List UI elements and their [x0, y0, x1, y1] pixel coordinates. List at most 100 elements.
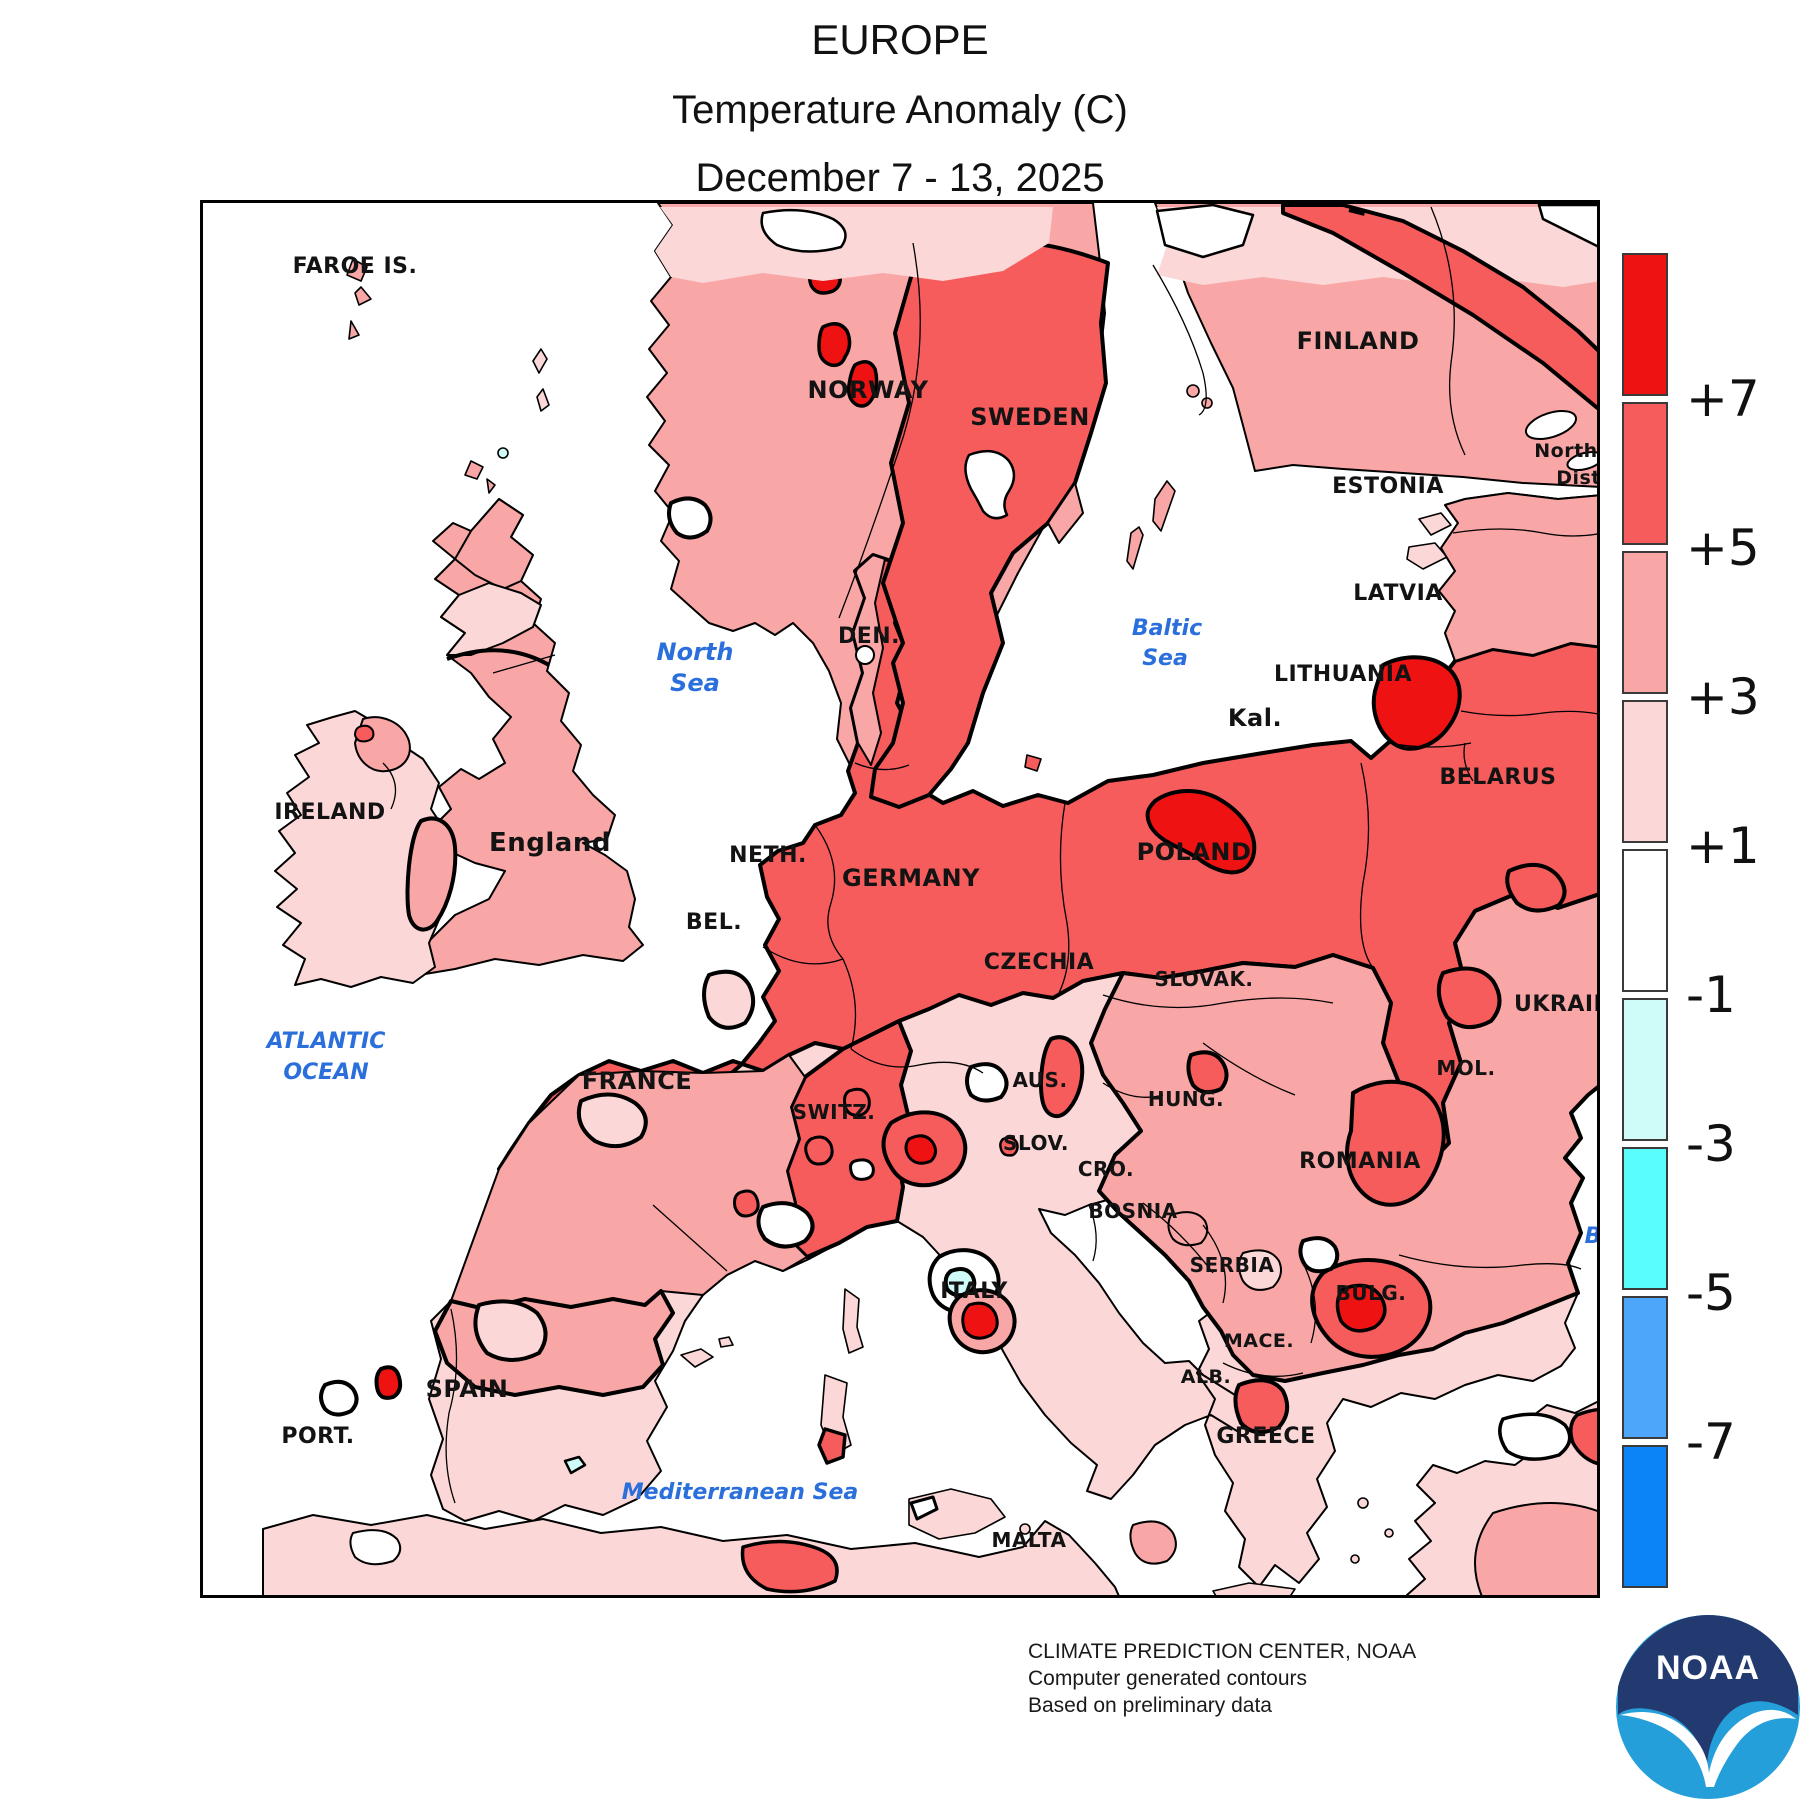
map-label-poland: POLAND: [1137, 838, 1252, 866]
shetland-islands: [532, 348, 550, 412]
pocket-pale-ne-france: [702, 969, 756, 1030]
balearic-islands: [680, 1336, 734, 1368]
map-label-ukraine: UKRAINE: [1514, 992, 1600, 1017]
attribution-method: Computer generated contours: [1028, 1667, 1307, 1690]
spot-plus5-romania: [1345, 1079, 1446, 1207]
map-title: EUROPE: [811, 16, 989, 63]
spot-plus3-tunisia: [1129, 1520, 1177, 1565]
anomaly-regions: [319, 203, 1597, 1595]
legend-tick--7: -7: [1686, 1413, 1736, 1471]
dab-plus5-alps-c: [733, 1189, 760, 1218]
map-label-romania: ROMANIA: [1299, 1149, 1421, 1174]
map-label-norway: NORWAY: [807, 376, 928, 404]
map-label-belarus: BELARUS: [1440, 765, 1557, 790]
map-label-serbia: SERBIA: [1190, 1253, 1275, 1277]
legend-block-+3-to-+5: [1622, 551, 1668, 694]
aland-island: [1186, 384, 1200, 398]
pocket-white-alps: [849, 1158, 875, 1181]
north-africa: [262, 1514, 1120, 1595]
spot-plus3-bosnia: [1167, 1211, 1209, 1247]
legend-tick-+5: +5: [1686, 519, 1760, 577]
oland: [1126, 526, 1144, 570]
pocket-pale-serbia: [1238, 1249, 1282, 1291]
ireland-east-plus3: [405, 816, 458, 932]
spot-plus7-belarus: [1371, 655, 1462, 751]
map-label-malta: MALTA: [992, 1528, 1067, 1552]
lake-white-ne-2: [1566, 450, 1597, 472]
map-label-slovak: SLOVAK.: [1154, 967, 1253, 991]
legend-tick-+7: +7: [1686, 370, 1760, 428]
legend-tick--1: -1: [1686, 966, 1736, 1024]
map-label-hung: HUNG.: [1148, 1087, 1224, 1111]
spot-plus5-turkey-edge: [1569, 1407, 1597, 1466]
map-label-slov: SLOV.: [1003, 1131, 1069, 1155]
map-label-czechia: CZECHIA: [984, 950, 1094, 975]
map-label-estonia: ESTONIA: [1332, 474, 1444, 499]
attribution-source: CLIMATE PREDICTION CENTER, NOAA: [1028, 1640, 1417, 1663]
sea-label-ocean: OCEAN: [283, 1060, 368, 1085]
spot-plus5-algeria: [740, 1539, 839, 1594]
dab-plus5-alps-b: [804, 1135, 834, 1166]
legend-block--5-to--3: [1622, 1147, 1668, 1290]
sicily-white-tip: [909, 1495, 939, 1521]
corsica: [842, 1288, 864, 1354]
small-islands: [346, 258, 1452, 1595]
dab-plus7-norway-b: [817, 322, 852, 368]
spot-plus5-hungary: [1186, 1050, 1229, 1095]
sea-label-baltic: Baltic: [1132, 616, 1202, 641]
map-date-range: December 7 - 13, 2025: [695, 156, 1105, 200]
map-label-neth: NETH.: [729, 843, 807, 868]
map-label-france: FRANCE: [582, 1067, 693, 1095]
legend-tick-+1: +1: [1686, 817, 1760, 875]
map-label-ireland: IRELAND: [274, 800, 385, 825]
map-subtitle: Temperature Anomaly (C): [672, 88, 1128, 132]
pocket-white-north-scandinavia: [760, 208, 847, 253]
map-label-northw: Northw: [1534, 440, 1600, 462]
region-plus3-turkey-se: [1474, 1502, 1597, 1595]
pocket-white-serbia: [1298, 1236, 1340, 1274]
map-label-greece: GREECE: [1216, 1424, 1315, 1449]
orkney-cyan-spot: [497, 447, 509, 459]
country-borders: [382, 206, 1597, 1504]
saaremaa: [1406, 512, 1452, 570]
spot-plus5-austria: [1039, 1035, 1085, 1119]
map-label-latvia: LATVIA: [1353, 581, 1443, 606]
noaa-logo: NOAA: [1616, 1615, 1800, 1799]
europe-anomaly-map: FAROE IS. NORWAY SWEDEN FINLAND ESTONIA North…: [203, 203, 1600, 1595]
legend-block--7-to--5: [1622, 1296, 1668, 1439]
pocket-white-south-france: [756, 1201, 815, 1249]
map-frame: FAROE IS. NORWAY SWEDEN FINLAND ESTONIA North…: [200, 200, 1600, 1598]
map-label-england: England: [489, 828, 611, 858]
spot-plus5-north-greece: [1233, 1378, 1290, 1435]
legend-block--1-to-+1: [1622, 849, 1668, 992]
noaa-logo-svg: NOAA: [1616, 1615, 1800, 1799]
spot-plus5-ukraine-1: [1505, 863, 1567, 913]
orkney-islands: [464, 460, 496, 494]
jutland-white-notch: [855, 645, 875, 665]
map-label-kal: Kal.: [1228, 704, 1282, 732]
map-label-distri: Distri: [1556, 467, 1600, 489]
map-label-den: DEN.: [838, 624, 900, 649]
aegean-island: [1384, 1528, 1394, 1538]
scotland-mid-pale: [440, 582, 542, 656]
band-plus5-northeast: [1281, 203, 1597, 411]
spot-plus7-bulgaria: [1335, 1283, 1387, 1333]
legend-tick-+3: +3: [1686, 668, 1760, 726]
pocket-pale-west-france: [576, 1092, 648, 1149]
map-label-italy: ITALY: [940, 1279, 1008, 1304]
contour-dash-label: [1348, 207, 1366, 216]
legend-tick--5: -5: [1686, 1264, 1736, 1322]
pocket-white-austria: [965, 1062, 1009, 1103]
attribution-note: Based on preliminary data: [1028, 1694, 1272, 1717]
map-label-mol: MOL.: [1436, 1056, 1495, 1080]
core-plus7-alps: [904, 1134, 938, 1165]
map-label-bel: BEL.: [686, 910, 742, 935]
pocket-white-south-norway: [667, 496, 713, 540]
scotland-north-plus3: [454, 498, 534, 590]
spot-plus7-italy: [961, 1301, 999, 1340]
dab-plus5-alps-a: [843, 1087, 871, 1117]
legend-block-above-+7: [1622, 253, 1668, 396]
aegean-island: [1350, 1554, 1360, 1564]
lake-vanern-white: [964, 449, 1016, 520]
legend-block-+5-to-+7: [1622, 402, 1668, 545]
